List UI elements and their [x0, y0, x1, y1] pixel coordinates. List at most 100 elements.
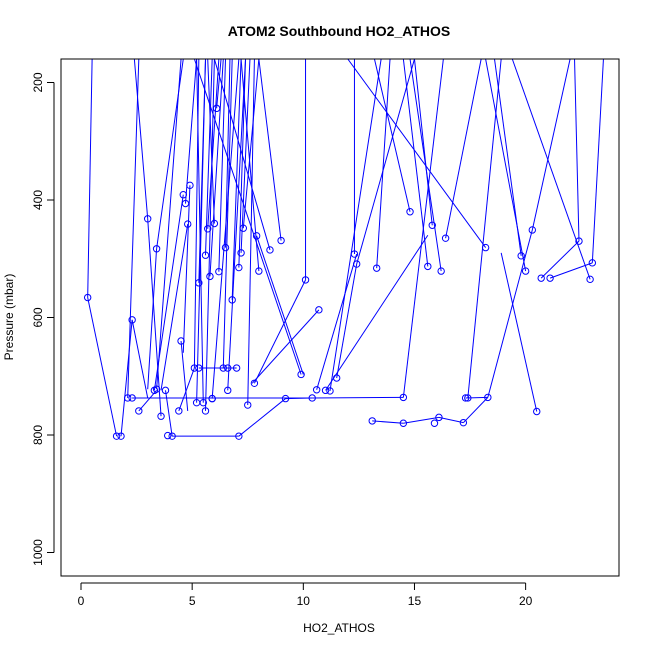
data-point	[208, 394, 216, 403]
x-tick-label: 10	[297, 594, 311, 608]
series-segment	[87, 59, 93, 298]
series-segment	[485, 59, 527, 272]
series-segment	[240, 59, 251, 253]
data-point	[424, 262, 432, 271]
series-segment	[402, 59, 429, 267]
data-point	[435, 413, 443, 422]
series-segment	[465, 396, 488, 399]
data-point	[210, 219, 219, 228]
series-segment	[256, 235, 304, 375]
data-point	[308, 394, 316, 402]
series-segment	[325, 234, 429, 391]
series-segment	[413, 59, 433, 226]
y-tick-label: 1000	[31, 539, 45, 566]
data-point	[428, 221, 436, 229]
data-point	[533, 407, 541, 416]
series-segment	[531, 59, 571, 231]
data-point	[128, 316, 136, 324]
series-segment	[133, 59, 149, 219]
series-segment	[160, 224, 189, 391]
data-point	[228, 296, 236, 304]
y-tick-label: 800	[31, 425, 45, 445]
series-segment	[511, 59, 591, 280]
data-point	[128, 394, 136, 402]
data-point	[221, 243, 230, 252]
series-segment	[487, 229, 533, 398]
x-axis-label: HO2_ATHOS	[303, 621, 375, 635]
data-point	[157, 412, 165, 420]
data-point	[586, 275, 594, 284]
series-segment	[209, 59, 224, 277]
data-point	[201, 251, 210, 259]
series-segment	[227, 59, 247, 391]
data-point	[117, 432, 125, 440]
series-segment	[242, 59, 260, 229]
series-segment	[373, 59, 411, 212]
series-segment	[205, 59, 215, 411]
data-point	[517, 252, 525, 260]
data-point	[123, 394, 132, 402]
series-segment	[207, 59, 215, 224]
series-segment	[467, 59, 502, 399]
data-point	[177, 337, 185, 345]
data-point	[135, 407, 143, 415]
series-segment	[207, 59, 220, 229]
series-segment	[445, 59, 482, 239]
data-point	[235, 432, 243, 440]
axes-layer: 0 5 10 15 20 200 400 600 800 1000	[31, 72, 533, 608]
data-point	[224, 364, 232, 372]
data-point	[301, 276, 310, 284]
series-segment	[196, 59, 204, 403]
y-tick-label: 600	[31, 307, 45, 327]
series-segment	[87, 297, 118, 437]
series-segment	[222, 59, 233, 369]
data-point	[195, 364, 203, 372]
series-segment	[180, 340, 189, 411]
series-segment	[127, 59, 140, 399]
data-point	[190, 364, 199, 372]
data-point	[244, 401, 252, 409]
data-point	[204, 225, 212, 233]
data-point	[164, 431, 172, 440]
series-segment	[213, 59, 271, 251]
data-point	[181, 199, 190, 208]
data-point	[321, 386, 330, 395]
data-point	[199, 398, 207, 407]
series-segment	[285, 397, 313, 400]
data-point	[152, 385, 161, 393]
data-point	[281, 394, 290, 403]
series-segment	[240, 59, 260, 272]
data-point	[484, 393, 492, 402]
series-segment	[258, 59, 282, 241]
y-tick-label: 400	[31, 190, 45, 210]
x-tick-label: 15	[408, 594, 422, 608]
data-point	[461, 394, 470, 402]
data-point	[332, 374, 341, 382]
series-segment	[312, 396, 404, 399]
data-point	[481, 243, 490, 252]
plot-layer	[83, 59, 604, 440]
data-point	[215, 267, 223, 276]
data-point	[235, 263, 243, 272]
data-point	[528, 226, 536, 234]
data-point	[152, 245, 161, 253]
series-segment	[238, 398, 286, 437]
data-point	[161, 386, 170, 395]
data-point	[219, 364, 227, 372]
series-segment	[153, 194, 184, 391]
data-point	[184, 220, 192, 228]
series-segment	[540, 240, 580, 279]
series-segment	[356, 59, 415, 265]
data-point	[206, 272, 214, 281]
x-tick-label: 5	[189, 594, 196, 608]
data-point	[588, 259, 597, 267]
data-point	[326, 387, 334, 395]
series-segment	[184, 59, 198, 204]
series-segment	[216, 59, 222, 109]
chart-title: ATOM2 Southbound HO2_ATHOS	[228, 23, 450, 39]
series-segment	[403, 416, 440, 424]
series-segment	[225, 59, 231, 248]
plot-frame	[60, 58, 620, 577]
